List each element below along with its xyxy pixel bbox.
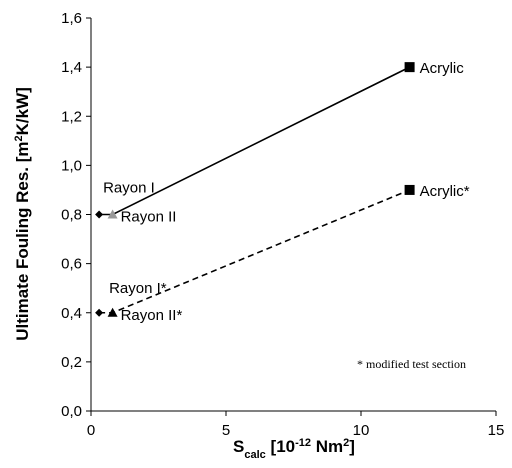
label-part: Ultimate Fouling Res. [m (13, 142, 32, 341)
y-tick-label: 0,0 (61, 403, 82, 420)
y-tick-label: 0,4 (61, 305, 82, 322)
annotation: * modified test section (357, 357, 466, 371)
y-tick-label: 1,0 (61, 157, 82, 174)
y-tick-label: 0,2 (61, 354, 82, 371)
y-tick-label: 1,4 (61, 59, 82, 76)
point-label: Acrylic* (420, 183, 470, 200)
label-part: ] (349, 437, 355, 456)
point-label: Rayon II (121, 209, 177, 226)
marker (404, 184, 415, 195)
marker (95, 210, 104, 219)
label-part: Nm (311, 437, 343, 456)
x-tick-label: 0 (87, 422, 95, 439)
y-tick-label: 0,6 (61, 256, 82, 273)
point-label: Rayon I (103, 180, 155, 197)
label-part: S (233, 437, 244, 456)
label-part: -12 (295, 437, 311, 449)
point-label: Rayon I* (109, 280, 167, 297)
point-label: Acrylic (420, 60, 465, 77)
x-tick-label: 15 (488, 422, 505, 439)
label-part: K/kW] (13, 87, 32, 135)
y-tick-label: 0,8 (61, 207, 82, 224)
y-tick-label: 1,2 (61, 108, 82, 125)
label-part: calc (244, 449, 265, 461)
y-axis-label: Ultimate Fouling Res. [m2K/kW] (13, 87, 32, 341)
marker (107, 307, 118, 317)
point-label: Rayon II* (121, 307, 183, 324)
x-tick-label: 5 (222, 422, 230, 439)
marker (107, 209, 118, 219)
marker (95, 308, 104, 317)
label-part: 2 (13, 135, 25, 141)
x-tick-label: 10 (353, 422, 370, 439)
y-tick-label: 1,6 (61, 10, 82, 27)
marker (404, 62, 415, 73)
label-part: [10 (266, 437, 295, 456)
x-axis-label: Scalc [10-12 Nm2] (233, 437, 355, 461)
label-part: 2 (343, 437, 349, 449)
